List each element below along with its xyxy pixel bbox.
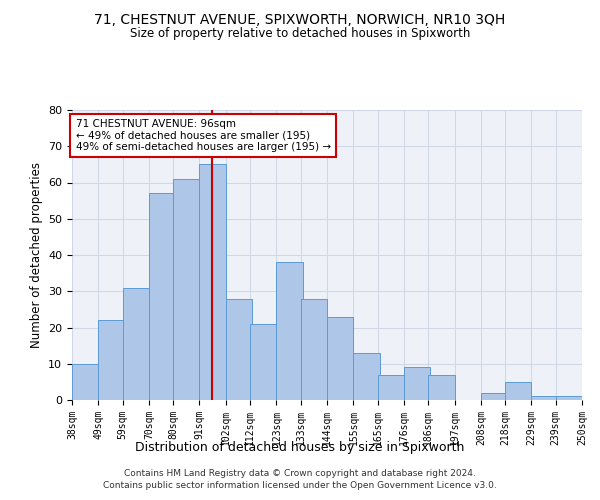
Bar [532,396,558,400]
Bar [404,368,430,400]
Bar [122,288,149,400]
Bar [301,298,327,400]
Text: Size of property relative to detached houses in Spixworth: Size of property relative to detached ho… [130,28,470,40]
Bar [556,396,582,400]
Y-axis label: Number of detached properties: Number of detached properties [29,162,43,348]
Text: Contains public sector information licensed under the Open Government Licence v3: Contains public sector information licen… [103,481,497,490]
Bar [481,393,508,400]
Bar [277,262,303,400]
Bar [505,382,532,400]
Text: 71 CHESTNUT AVENUE: 96sqm
← 49% of detached houses are smaller (195)
49% of semi: 71 CHESTNUT AVENUE: 96sqm ← 49% of detac… [76,119,331,152]
Bar [428,374,455,400]
Bar [226,298,253,400]
Bar [149,194,175,400]
Text: Contains HM Land Registry data © Crown copyright and database right 2024.: Contains HM Land Registry data © Crown c… [124,468,476,477]
Bar [377,374,404,400]
Bar [250,324,277,400]
Bar [98,320,125,400]
Bar [199,164,226,400]
Bar [353,353,380,400]
Bar [72,364,98,400]
Bar [173,179,199,400]
Text: Distribution of detached houses by size in Spixworth: Distribution of detached houses by size … [136,441,464,454]
Bar [327,316,353,400]
Text: 71, CHESTNUT AVENUE, SPIXWORTH, NORWICH, NR10 3QH: 71, CHESTNUT AVENUE, SPIXWORTH, NORWICH,… [94,12,506,26]
